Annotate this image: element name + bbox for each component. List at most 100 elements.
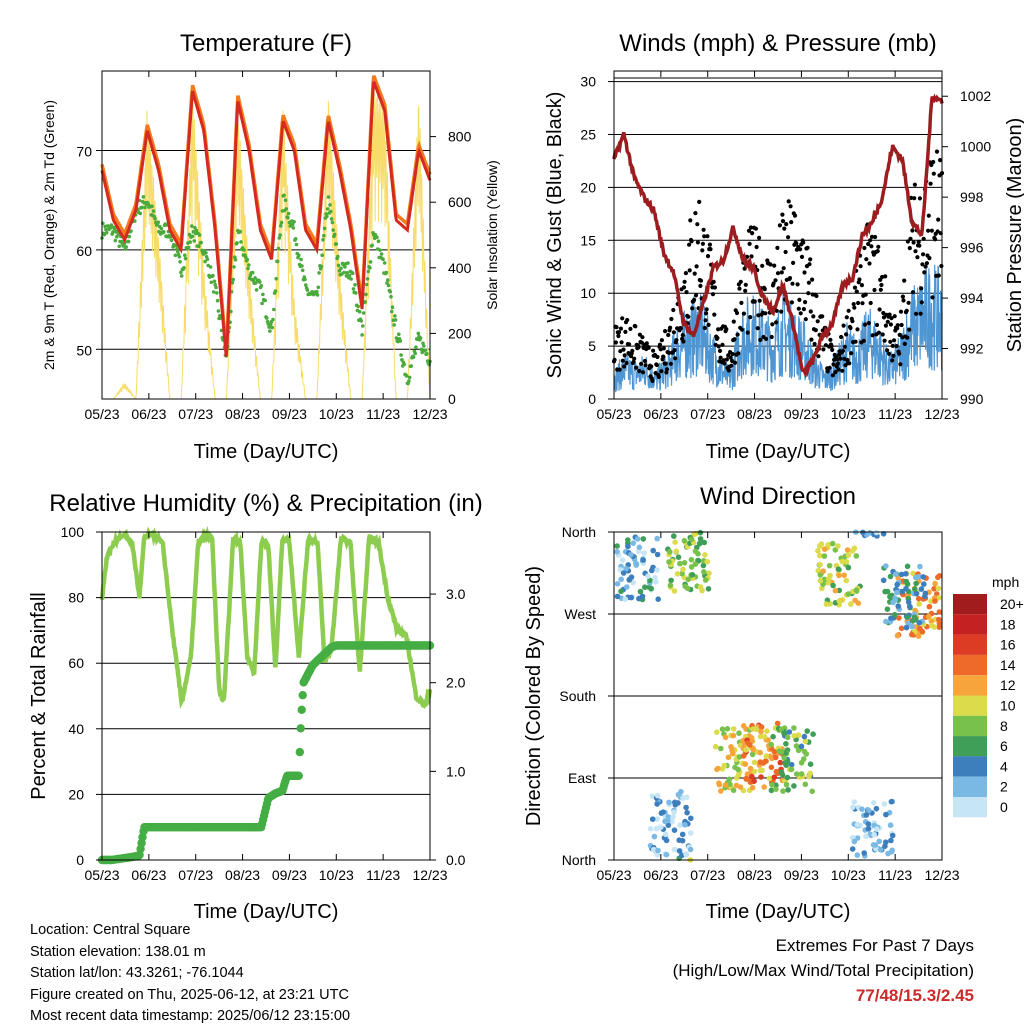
gust-point <box>643 363 648 368</box>
gust-point <box>708 247 713 252</box>
gust-point <box>757 235 762 240</box>
direction-point <box>687 830 694 836</box>
gust-point <box>681 285 687 290</box>
gust-point <box>728 355 733 360</box>
direction-point <box>922 590 929 597</box>
gust-point <box>617 367 622 372</box>
dewpoint-point <box>211 290 216 294</box>
direction-point <box>854 821 861 828</box>
dewpoint-point <box>399 353 403 357</box>
direction-point <box>888 837 894 844</box>
direction-point <box>652 575 658 581</box>
dewpoint-point <box>346 261 350 265</box>
gust-point <box>912 182 918 187</box>
direction-point <box>760 760 767 766</box>
direction-point <box>647 577 653 584</box>
direction-point <box>798 760 805 766</box>
direction-point <box>634 536 641 542</box>
gust-point <box>684 290 689 295</box>
gust-point <box>666 350 672 355</box>
direction-point <box>911 614 918 621</box>
direction-point <box>873 805 880 812</box>
direction-point <box>751 759 758 766</box>
direction-point <box>853 553 860 559</box>
wind-line <box>613 264 943 393</box>
gust-point <box>668 361 673 366</box>
direction-point <box>630 579 636 586</box>
direction-point <box>904 563 911 570</box>
dewpoint-point <box>351 287 356 291</box>
direction-point <box>801 748 808 755</box>
direction-point <box>714 729 720 735</box>
direction-point <box>909 631 915 638</box>
direction-point <box>883 811 889 818</box>
gust-point <box>794 241 799 246</box>
gust-point <box>639 361 644 366</box>
dewpoint-point <box>350 271 355 276</box>
gust-point <box>898 309 904 314</box>
direction-point <box>895 603 901 609</box>
legend-label: 8 <box>1000 718 1008 734</box>
gust-point <box>846 308 851 313</box>
dewpoint-point <box>183 253 187 257</box>
direction-point <box>845 564 852 571</box>
gust-point <box>917 196 923 201</box>
x-tick-label: 07/23 <box>178 867 213 883</box>
dewpoint-point <box>329 217 334 221</box>
direction-point <box>702 577 709 583</box>
dewpoint-point <box>315 293 320 297</box>
direction-point <box>667 549 673 555</box>
direction-point <box>655 847 661 854</box>
dewpoint-point <box>192 239 196 243</box>
gust-point <box>801 307 807 312</box>
dewpoint-point <box>293 237 298 241</box>
direction-point <box>648 567 655 574</box>
direction-point <box>788 766 795 773</box>
gust-point <box>792 213 798 218</box>
legend-swatch <box>953 797 987 818</box>
direction-point <box>880 577 887 584</box>
gust-point <box>692 271 697 276</box>
dewpoint-point <box>253 276 257 280</box>
direction-point <box>768 764 775 771</box>
x-tick-label: 12/23 <box>924 867 959 883</box>
direction-point <box>653 825 660 832</box>
direction-point <box>925 613 932 620</box>
y-tick-label: East <box>568 770 596 786</box>
direction-point <box>687 846 694 853</box>
gust-point <box>935 229 940 234</box>
x-tick-label: 06/23 <box>131 867 166 883</box>
gust-point <box>919 286 924 291</box>
direction-point <box>697 529 704 536</box>
gust-point <box>868 300 873 306</box>
gust-point <box>622 353 627 358</box>
dewpoint-point <box>279 224 283 228</box>
gust-point <box>681 339 686 344</box>
gust-point <box>886 351 892 356</box>
direction-point <box>614 581 621 587</box>
dewpoint-point <box>322 233 326 238</box>
gust-point <box>678 326 684 331</box>
gust-point <box>912 196 917 201</box>
dewpoint-point <box>197 233 202 237</box>
direction-point <box>676 848 683 854</box>
y2-tick-label: 600 <box>448 194 472 210</box>
direction-point <box>915 595 922 602</box>
gust-point <box>803 300 808 305</box>
dewpoint-point <box>342 270 346 275</box>
temperature-ylabel: 2m & 9m T (Red, Orange) & 2m Td (Green) <box>41 100 57 370</box>
dewpoint-point <box>282 193 286 198</box>
gust-point <box>644 341 649 346</box>
direction-point <box>736 730 742 736</box>
y2-tick-label: 400 <box>448 260 472 276</box>
wind-direction-xlabel: Time (Day/UTC) <box>706 901 851 923</box>
legend-swatch <box>953 675 987 696</box>
extremes-box: Extremes For Past 7 Days (High/Low/Max W… <box>673 933 974 1008</box>
direction-point <box>641 550 647 556</box>
dewpoint-point <box>124 245 128 249</box>
gust-point <box>616 330 622 335</box>
gust-point <box>636 345 641 350</box>
y-tick-label: North <box>562 852 596 868</box>
dewpoint-point <box>283 198 288 202</box>
dewpoint-point <box>305 288 310 292</box>
